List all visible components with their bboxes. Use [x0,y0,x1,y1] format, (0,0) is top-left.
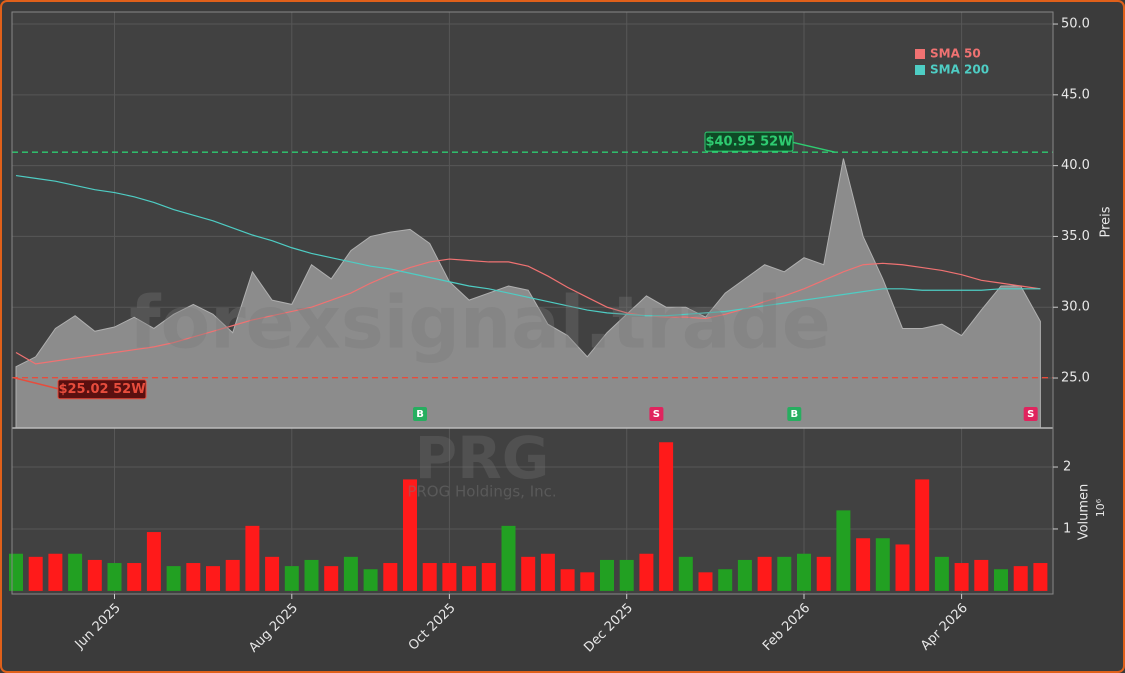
volume-bar [304,559,319,591]
y-tick-label: 50.0 [1061,17,1090,32]
volume-bar [659,442,674,591]
volume-bar [619,559,634,591]
volume-bar [974,559,989,591]
legend-swatch [915,65,925,75]
sma-line [15,174,1041,317]
volume-bar [383,563,398,591]
volume-bar [797,553,811,591]
volume-bar [9,553,23,591]
level-arrow [13,377,59,390]
volume-bar [540,553,555,591]
volume-bar [600,559,614,591]
level-label-box [704,131,794,152]
signal-marker [1023,407,1038,421]
volume-bar [678,556,693,591]
signal-marker [413,407,427,421]
plot-border [11,11,1054,595]
volume-bar [422,563,437,591]
volume-bar [462,566,477,591]
volume-bar [107,563,122,591]
volume-bar [560,569,575,591]
volume-bar [816,556,831,591]
y-tick-label: 30.0 [1061,300,1090,315]
volume-bar [481,563,496,591]
level-label: $25.02 52W [58,382,145,397]
y-tick-label: 40.0 [1061,158,1090,173]
signal-label: B [790,409,798,420]
volume-bar [28,556,43,591]
volume-bar [363,569,378,591]
volume-axis-label: Volumen [1077,484,1092,541]
volume-bar [265,556,280,591]
sma-line [15,258,1041,365]
level-arrow [791,141,836,153]
legend-swatch [915,49,925,59]
volume-bar [245,525,260,591]
volume-bar [206,566,220,591]
volume-bar [718,569,733,591]
signal-marker [649,407,664,421]
volume-scale-label: 10⁶ [1094,498,1107,517]
signal-label: S [1027,409,1034,420]
watermark: forexsignal.trade [129,281,830,365]
legend-label: SMA 50 [930,47,981,61]
volume-bar [521,556,536,591]
volume-bar [324,566,339,591]
volume-bar [994,569,1008,591]
volume-bar [68,553,83,591]
volume-bar [757,556,772,591]
volume-bar [284,566,299,591]
volume-bar [127,563,142,591]
volume-bar [87,559,102,591]
volume-bar [442,563,457,591]
watermark-company: PROG Holdings, Inc. [407,483,556,501]
volume-bar [186,563,201,591]
volume-bar [48,553,63,591]
signal-label: S [653,409,660,420]
y-tick-label: 1 [1063,521,1071,536]
watermark-symbol: PRG [415,424,550,492]
y-tick-label: 35.0 [1061,229,1090,244]
volume-bar [343,556,358,591]
price-area [15,158,1041,429]
volume-bar [698,572,713,591]
legend-label: SMA 200 [930,63,989,77]
volume-bar [501,525,516,591]
volume-bar [1033,563,1048,591]
level-label: $40.95 52W [705,135,792,150]
volume-bar [777,556,792,591]
volume-bar [639,553,654,591]
volume-bar [895,544,910,591]
volume-bar [166,566,181,591]
volume-bar [934,556,949,591]
y-tick-label: 2 [1063,460,1071,475]
volume-bar [836,510,851,591]
volume-bar [580,572,595,591]
volume-bar [225,559,240,591]
volume-bar [875,538,890,591]
signal-label: B [416,409,424,420]
volume-bar [403,479,417,591]
volume-bar [146,532,161,591]
volume-bar [954,563,969,591]
volume-bar [737,559,752,591]
volume-bar [915,479,930,591]
volume-bar [856,538,871,591]
signal-marker [787,407,802,421]
level-label-box [57,379,147,400]
y-tick-label: 25.0 [1061,371,1090,386]
y-tick-label: 45.0 [1061,87,1090,102]
volume-bar [1013,566,1028,591]
y-axis-label: Preis [1099,206,1114,237]
